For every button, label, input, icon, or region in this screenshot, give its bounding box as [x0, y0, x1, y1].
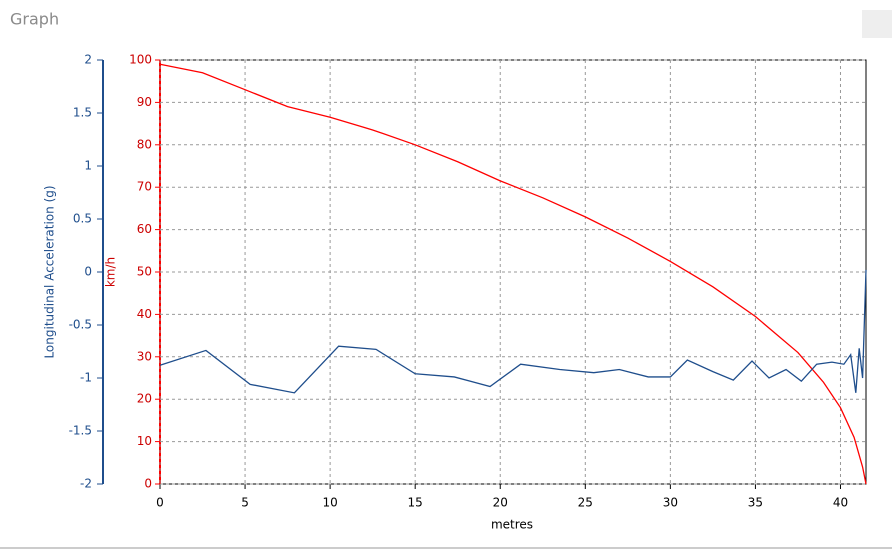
close-button[interactable]	[862, 10, 892, 38]
x-tick-label: 30	[663, 496, 678, 510]
y-tick-label: -1.5	[69, 424, 92, 438]
x-tick-label: 20	[493, 496, 508, 510]
y-tick-label: 0.5	[73, 212, 92, 226]
y-tick-label: -0.5	[69, 318, 92, 332]
y2-tick-label: 10	[137, 434, 152, 448]
y2-tick-label: 30	[137, 349, 152, 363]
x-tick-label: 25	[578, 496, 593, 510]
y-tick-label: -2	[80, 477, 92, 491]
window-title: Graph	[10, 10, 59, 29]
y2-axis-label: km/h	[104, 257, 118, 287]
series-line	[159, 269, 867, 394]
y-tick-label: 2	[84, 53, 92, 67]
y2-tick-label: 50	[137, 265, 152, 279]
y-tick-label: 1.5	[73, 106, 92, 120]
y2-tick-label: 40	[137, 307, 152, 321]
x-tick-label: 10	[322, 496, 337, 510]
y2-tick-label: 60	[137, 222, 152, 236]
y-tick-label: 1	[84, 159, 92, 173]
x-axis-label: metres	[491, 518, 533, 532]
y2-tick-label: 90	[137, 95, 152, 109]
y-axis-label: Longitudinal Acceleration (g)	[43, 185, 57, 358]
x-tick-label: 5	[241, 496, 249, 510]
x-tick-label: 35	[748, 496, 763, 510]
x-tick-label: 0	[156, 496, 164, 510]
y-tick-label: -1	[80, 371, 92, 385]
y-tick-label: 0	[84, 265, 92, 279]
x-tick-label: 15	[408, 496, 423, 510]
y2-tick-label: 100	[129, 53, 152, 67]
y2-tick-label: 80	[137, 137, 152, 151]
y2-tick-label: 70	[137, 180, 152, 194]
y2-tick-label: 0	[144, 477, 152, 491]
x-tick-label: 40	[833, 496, 848, 510]
series-line	[159, 63, 867, 485]
y2-tick-label: 20	[137, 392, 152, 406]
